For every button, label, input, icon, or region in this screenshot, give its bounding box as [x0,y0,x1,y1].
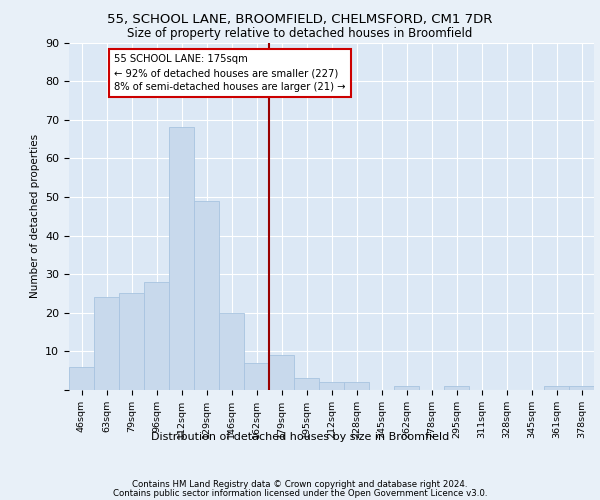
Bar [294,378,319,390]
Bar [319,382,344,390]
Bar [444,386,469,390]
Bar [219,313,244,390]
Bar [69,367,94,390]
Bar [244,363,269,390]
Text: 55 SCHOOL LANE: 175sqm
← 92% of detached houses are smaller (227)
8% of semi-det: 55 SCHOOL LANE: 175sqm ← 92% of detached… [114,54,346,92]
Bar [569,386,594,390]
Bar [119,294,144,390]
Bar [544,386,569,390]
Bar [94,298,119,390]
Text: 55, SCHOOL LANE, BROOMFIELD, CHELMSFORD, CM1 7DR: 55, SCHOOL LANE, BROOMFIELD, CHELMSFORD,… [107,12,493,26]
Bar [169,128,194,390]
Bar [194,201,219,390]
Bar [269,355,294,390]
Bar [144,282,169,390]
Text: Distribution of detached houses by size in Broomfield: Distribution of detached houses by size … [151,432,449,442]
Bar [394,386,419,390]
Y-axis label: Number of detached properties: Number of detached properties [29,134,40,298]
Bar [344,382,369,390]
Text: Contains HM Land Registry data © Crown copyright and database right 2024.: Contains HM Land Registry data © Crown c… [132,480,468,489]
Text: Contains public sector information licensed under the Open Government Licence v3: Contains public sector information licen… [113,488,487,498]
Text: Size of property relative to detached houses in Broomfield: Size of property relative to detached ho… [127,28,473,40]
